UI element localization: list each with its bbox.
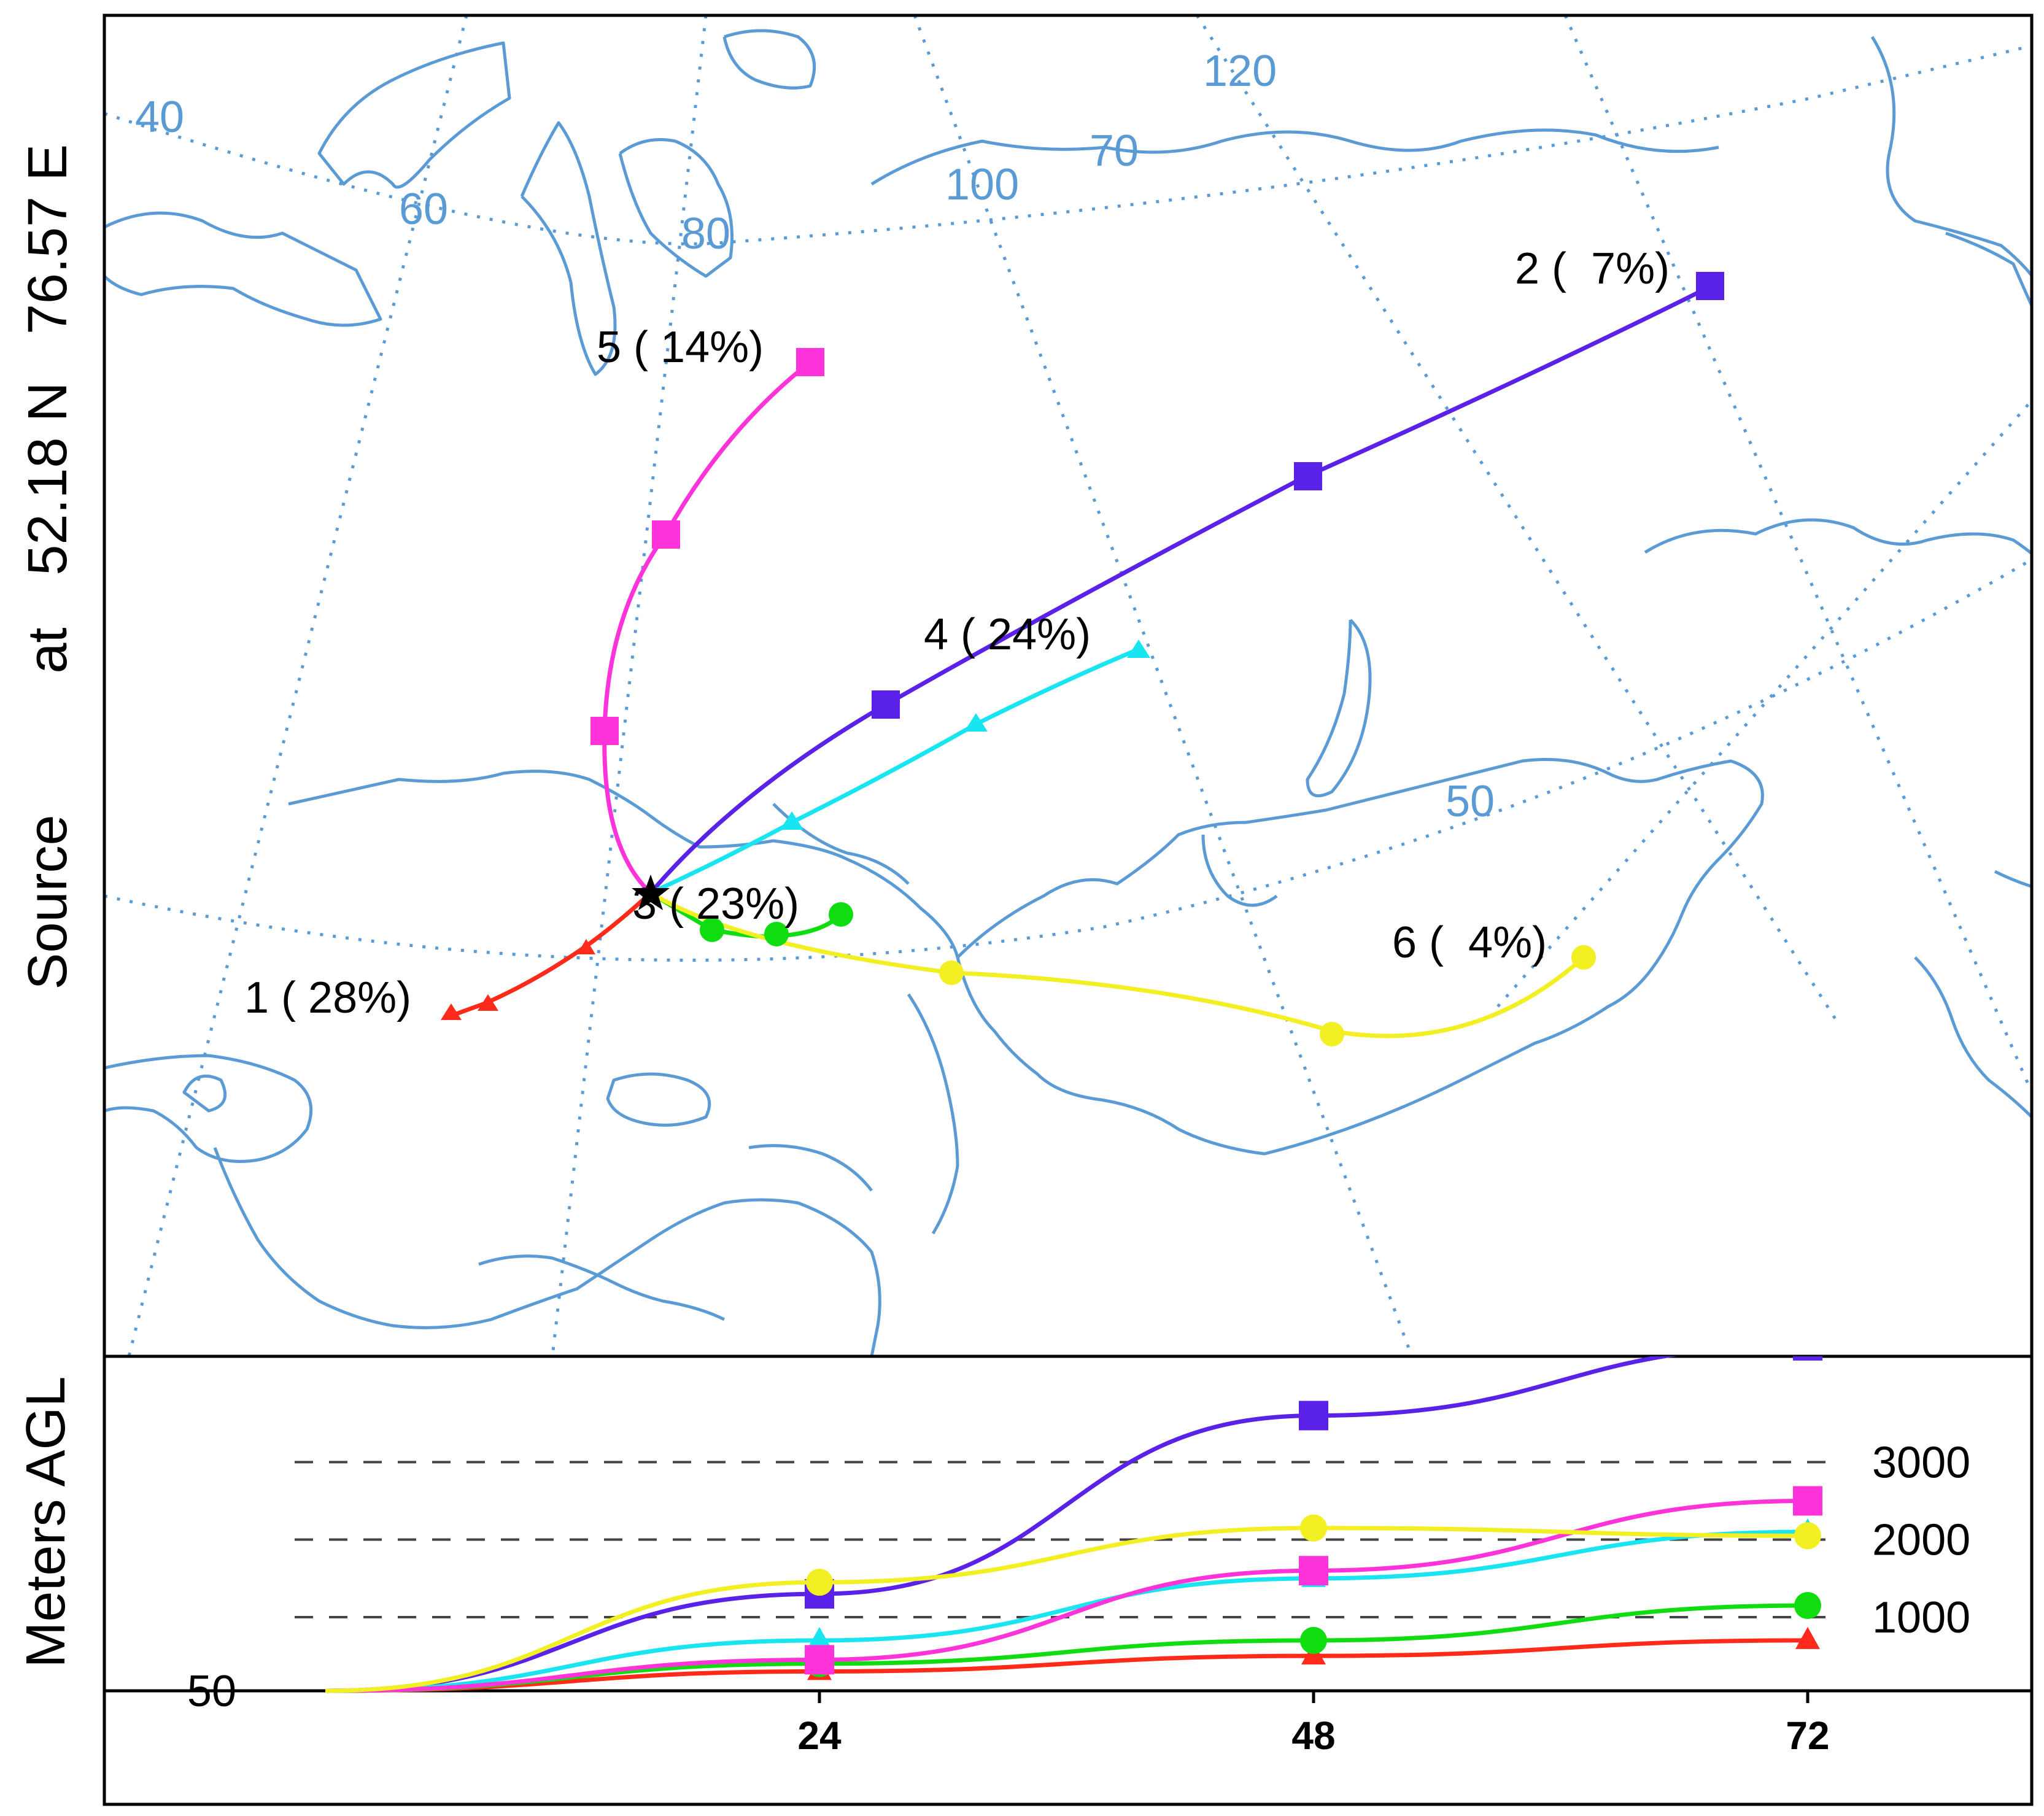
series-6-point (806, 1569, 833, 1596)
trajectory-3-label: 3 ( 23%) (632, 879, 799, 929)
series-1-line (325, 1638, 1808, 1693)
map-frame (103, 14, 2034, 1358)
trajectory-1-line (449, 891, 653, 1018)
trajectory-6-label: 6 ( 4%) (1392, 918, 1547, 967)
series-3-point (1794, 1592, 1821, 1620)
chart-x-ticks: 24 48 72 (797, 1691, 1830, 1758)
star-icon (632, 875, 670, 910)
y-axis-title: Meters AGL (15, 1376, 77, 1667)
grid-label-40: 40 (135, 93, 184, 142)
series-2-line (325, 1356, 1678, 1693)
chart-y-ticks: 50 1000 2000 3000 (187, 1438, 1970, 1716)
grid-label-50: 50 (1446, 777, 1495, 826)
trajectory-5-marker (796, 348, 824, 376)
trajectory-2-marker (1294, 462, 1322, 490)
trajectory-3-marker (700, 918, 724, 942)
trajectory-3-marker (829, 902, 853, 927)
series-2-point (1793, 1356, 1822, 1361)
trajectory-5-line (602, 360, 813, 895)
trajectory-2-marker (1696, 272, 1724, 300)
side-title-lat: 52.18 N (17, 382, 79, 575)
series-6-point (1794, 1522, 1821, 1550)
trajectory-1-label: 1 ( 28%) (244, 973, 411, 1022)
y-tick-label: 2000 (1872, 1516, 1970, 1565)
chart-series (325, 1356, 1822, 1693)
trajectory-4-marker (1127, 639, 1150, 658)
trajectory-4-marker (780, 811, 803, 830)
height-chart: Meters AGL 50 1000 2000 3000 24 48 72 (15, 1354, 2034, 1806)
side-title-lon: 76.57 E (17, 144, 79, 334)
trajectory-2-label: 2 ( 7%) (1515, 244, 1670, 293)
map-panel: 40 60 80 100 70 120 50 (103, 14, 2034, 1358)
x-tick-label: 48 (1291, 1714, 1335, 1758)
series-3-point (1300, 1626, 1327, 1654)
y-tick-label: 3000 (1872, 1438, 1970, 1487)
trajectory-5-label: 5 ( 14%) (597, 323, 764, 372)
trajectory-4-line (648, 648, 1138, 895)
trajectory-5-marker (590, 717, 619, 745)
y-tick-label: 50 (187, 1667, 236, 1716)
series-5-point (805, 1645, 834, 1675)
trajectory-2-marker (872, 690, 900, 719)
trajectory-4-label: 4 ( 24%) (924, 610, 1091, 659)
trajectory-2-line (648, 286, 1709, 895)
trajectory-6-marker (1571, 945, 1596, 970)
grid-label-80: 80 (681, 209, 730, 258)
series-5-point (1793, 1486, 1822, 1516)
trajectory-6-marker (1320, 1022, 1344, 1046)
graticule (104, 15, 2032, 1356)
series-5-line (325, 1499, 1808, 1693)
trajectory-3-marker (764, 922, 789, 946)
chart-gridlines (295, 1461, 1835, 1618)
side-title-source: Source (17, 814, 79, 989)
coastlines (104, 29, 2032, 1356)
trajectory-1-marker (577, 939, 595, 954)
series-1-point (1795, 1626, 1820, 1649)
y-tick-label: 1000 (1872, 1593, 1970, 1642)
series-5-point (1299, 1556, 1328, 1586)
series-2-point (1299, 1401, 1328, 1431)
chart-frame (103, 1354, 2034, 1806)
series-6-point (1300, 1514, 1327, 1542)
grid-label-120: 120 (1203, 47, 1277, 96)
side-title-at: at (17, 627, 79, 673)
series-4-line (325, 1529, 1808, 1693)
trajectory-4-marker (964, 713, 988, 732)
series-6-line (325, 1526, 1808, 1693)
grid-label-100: 100 (945, 160, 1019, 209)
x-tick-label: 24 (797, 1714, 842, 1758)
grid-label-60: 60 (399, 185, 448, 234)
trajectory-6-marker (939, 960, 964, 985)
trajectory-5-marker (652, 520, 680, 549)
x-tick-label: 72 (1786, 1714, 1829, 1758)
trajectory-1-marker (478, 994, 498, 1011)
trajectory-1-marker (441, 1003, 462, 1020)
series-4-point (807, 1626, 832, 1649)
